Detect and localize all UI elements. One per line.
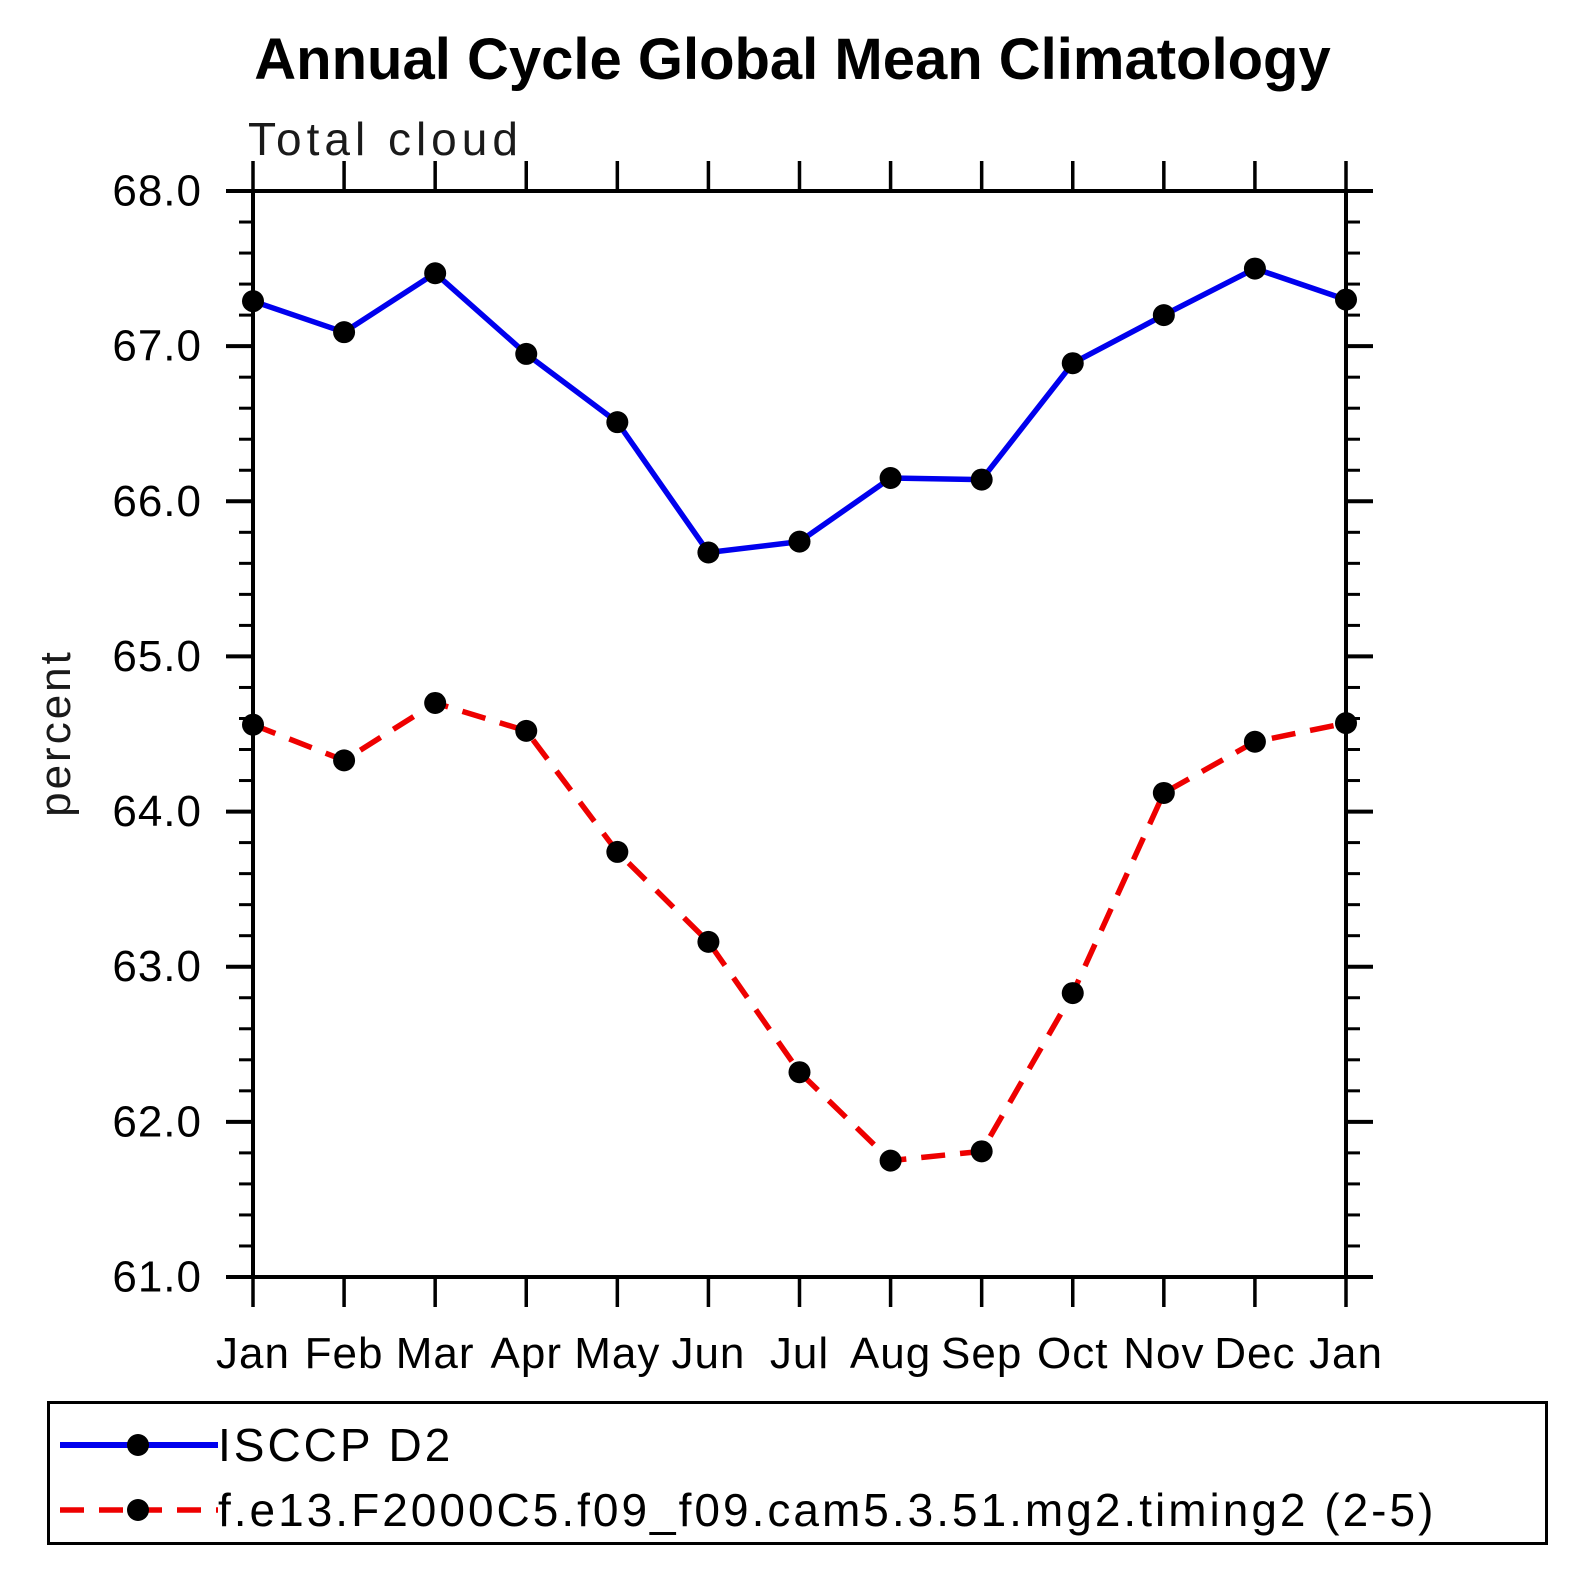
x-tick-label: Feb <box>305 1329 384 1378</box>
data-point-marker-1 <box>424 691 447 714</box>
x-tick-label: Mar <box>396 1329 475 1378</box>
x-tick-label: Jul <box>770 1329 829 1378</box>
y-tick-label: 63.0 <box>112 942 202 991</box>
data-point-marker-1 <box>879 1149 902 1172</box>
y-tick-label: 61.0 <box>112 1253 202 1302</box>
data-point-marker-0 <box>424 262 447 285</box>
chart-subtitle: Total cloud <box>248 113 523 165</box>
legend-item: f.e13.F2000C5.f09_f09.cam5.3.51.mg2.timi… <box>60 1487 1436 1533</box>
data-point-marker-1 <box>1152 781 1175 804</box>
y-tick-label: 68.0 <box>112 167 202 216</box>
x-tick-label: Apr <box>491 1329 562 1378</box>
data-point-marker-0 <box>1061 352 1084 375</box>
x-tick-label: Aug <box>850 1329 931 1378</box>
y-tick-label: 65.0 <box>112 632 202 681</box>
data-point-marker-0 <box>970 468 993 491</box>
data-point-marker-0 <box>1152 304 1175 327</box>
data-point-marker-1 <box>697 930 720 953</box>
x-tick-label: Oct <box>1037 1329 1108 1378</box>
legend-label: ISCCP D2 <box>218 1419 454 1471</box>
data-point-marker-0 <box>515 342 538 365</box>
data-point-marker-1 <box>333 749 356 772</box>
data-point-marker-1 <box>606 840 629 863</box>
series-line-1 <box>251 700 1347 1164</box>
x-tick-label: Sep <box>941 1329 1022 1378</box>
legend: ISCCP D2 f.e13.F2000C5.f09_f09.cam5.3.51… <box>47 1401 1548 1545</box>
data-point-marker-1 <box>242 713 264 736</box>
legend-marker-dot-icon <box>127 1434 149 1456</box>
x-tick-label: Jan <box>216 1329 290 1378</box>
data-point-marker-0 <box>879 467 902 490</box>
data-point-marker-1 <box>970 1140 993 1163</box>
x-tick-label: May <box>574 1329 660 1378</box>
data-point-marker-1 <box>515 719 538 742</box>
data-point-marker-1 <box>1061 982 1084 1005</box>
legend-marker-dot-icon <box>127 1499 149 1521</box>
legend-label: f.e13.F2000C5.f09_f09.cam5.3.51.mg2.timi… <box>218 1484 1437 1536</box>
data-point-marker-0 <box>333 321 356 344</box>
data-point-marker-1 <box>1243 730 1266 753</box>
data-point-marker-1 <box>788 1061 811 1084</box>
legend-line-sample-solid <box>60 1434 218 1456</box>
data-point-marker-0 <box>606 411 629 434</box>
x-tick-label: Dec <box>1214 1329 1295 1378</box>
x-tick-label: Jan <box>1309 1329 1383 1378</box>
y-tick-label: 66.0 <box>112 477 202 526</box>
x-tick-label: Jun <box>671 1329 745 1378</box>
x-tick-label: Nov <box>1123 1329 1204 1378</box>
y-tick-label: 62.0 <box>112 1097 202 1146</box>
data-point-marker-0 <box>1335 288 1357 311</box>
y-tick-label: 67.0 <box>112 322 202 371</box>
legend-item: ISCCP D2 <box>60 1422 453 1468</box>
data-point-marker-0 <box>242 290 264 313</box>
data-point-marker-0 <box>1243 257 1266 280</box>
data-point-marker-1 <box>1335 712 1357 735</box>
plot-frame <box>251 189 1348 1279</box>
data-point-marker-0 <box>697 541 720 564</box>
legend-line-sample-dashed <box>60 1499 218 1521</box>
data-point-marker-0 <box>788 530 811 553</box>
chart-title: Annual Cycle Global Mean Climatology <box>254 27 1331 92</box>
y-tick-label: 64.0 <box>112 787 202 836</box>
series-line-0 <box>252 265 1347 556</box>
